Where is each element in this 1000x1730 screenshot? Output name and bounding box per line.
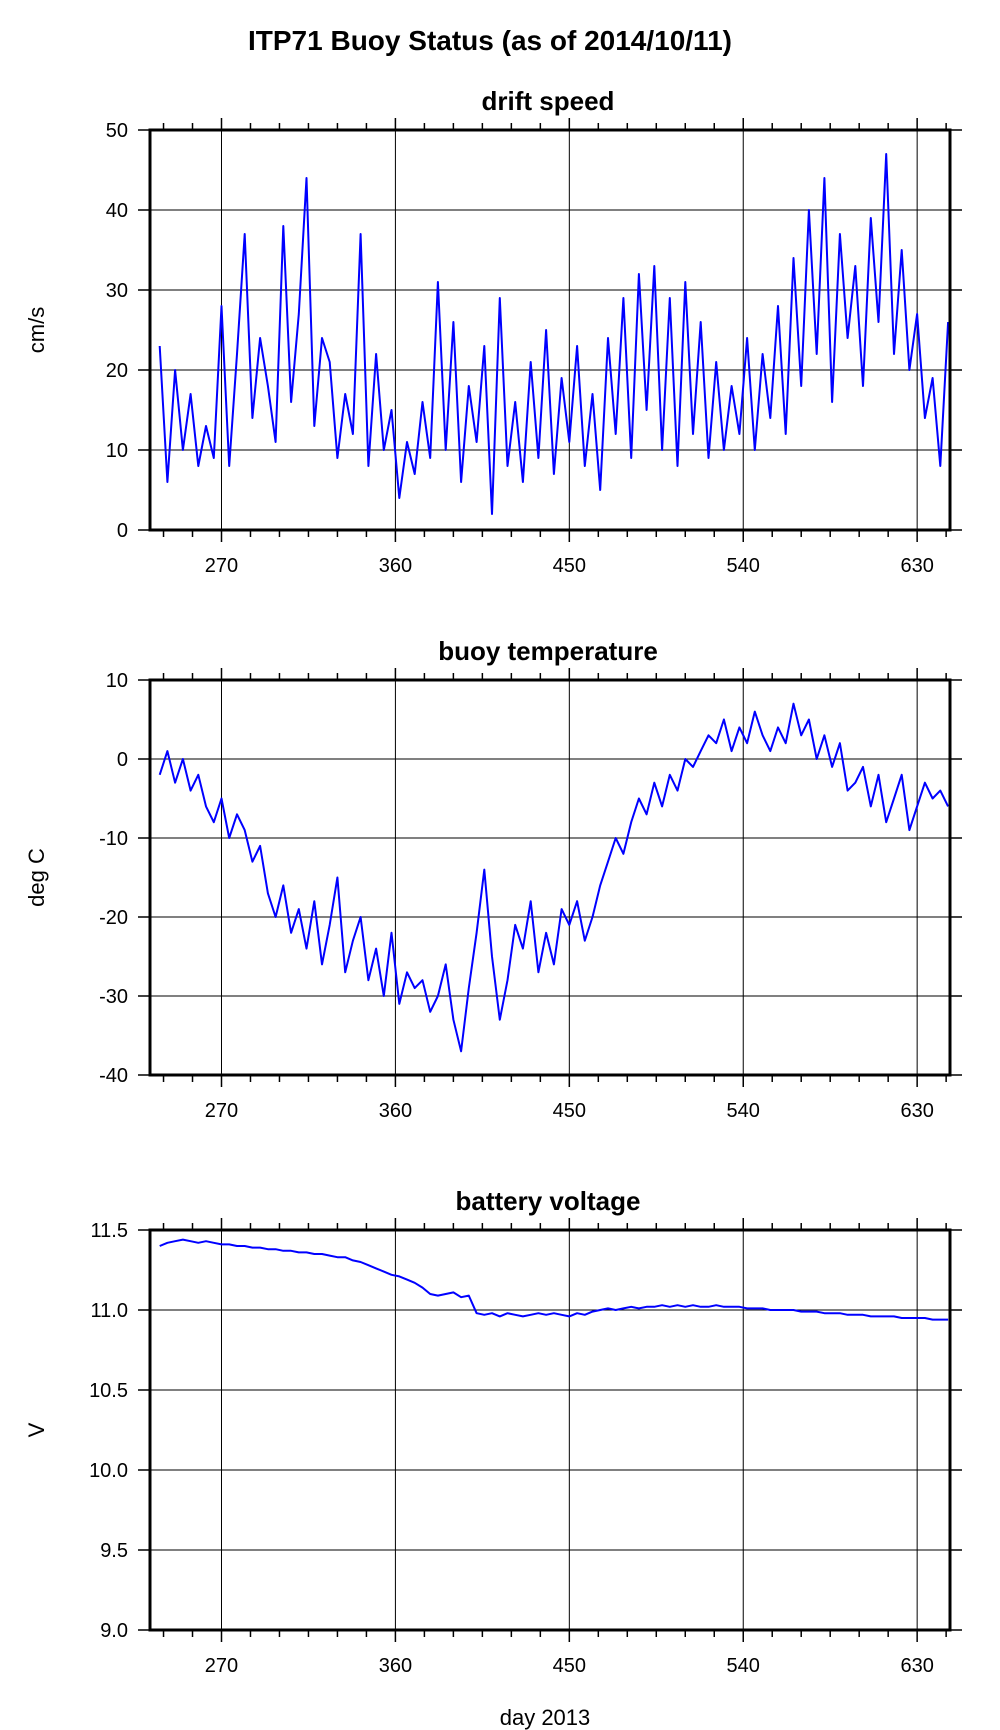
chart-drift-speed: drift speed 0 10 20 30 40 50 270 360 450 540 630 cm/… <box>24 86 962 577</box>
drift-speed-ytick-label: 30 <box>106 280 128 302</box>
battery-voltage-frame <box>148 1228 952 1632</box>
drift-speed-ytick-label: 0 <box>117 520 128 542</box>
battery-voltage-ytick-label: 9.5 <box>100 1540 128 1562</box>
drift-speed-ylabel: cm/s <box>24 307 49 353</box>
drift-speed-ytick-label: 20 <box>106 360 128 382</box>
battery-voltage-ytick-label: 10.5 <box>89 1380 128 1402</box>
buoy-temperature-xtick-label: 360 <box>379 1100 412 1122</box>
buoy-temperature-xtick-label: 540 <box>727 1100 760 1122</box>
buoy-temperature-xtick-label: 450 <box>553 1100 586 1122</box>
battery-voltage-xtick-label: 270 <box>205 1655 238 1677</box>
buoy-temperature-ytick-label: 0 <box>117 749 128 771</box>
battery-voltage-ylabel: V <box>24 1422 49 1437</box>
battery-voltage-xtick-label: 540 <box>727 1655 760 1677</box>
drift-speed-ytick-label: 40 <box>106 200 128 222</box>
battery-voltage-ytick-label: 11.5 <box>91 1220 128 1242</box>
drift-speed-xtick-label: 450 <box>553 555 586 577</box>
battery-voltage-xtick-label: 630 <box>900 1655 933 1677</box>
drift-speed-xtick-label: 540 <box>727 555 760 577</box>
battery-voltage-xtick-label: 360 <box>379 1655 412 1677</box>
buoy-temperature-ytick-label: -30 <box>99 986 128 1008</box>
battery-voltage-ytick-label: 11.0 <box>91 1300 128 1322</box>
buoy-temperature-frame <box>148 678 952 1077</box>
battery-voltage-ytick-label: 9.0 <box>100 1620 128 1642</box>
battery-voltage-xtick-label: 450 <box>553 1655 586 1677</box>
battery-voltage-ytick-label: 10.0 <box>89 1460 128 1482</box>
buoy-temperature-ytick-label: -20 <box>99 907 128 929</box>
battery-voltage-series-line <box>159 1238 949 1321</box>
drift-speed-ytick-label: 10 <box>106 440 128 462</box>
figure-title: ITP71 Buoy Status (as of 2014/10/11) <box>248 25 732 56</box>
drift-speed-ytick-label: 50 <box>106 120 128 142</box>
buoy-temperature-ylabel: deg C <box>24 848 49 907</box>
buoy-temperature-ytick-label: -40 <box>99 1065 128 1087</box>
buoy-temperature-ytick-label: 10 <box>106 670 128 692</box>
buoy-temperature-series-line <box>158 702 949 1053</box>
buoy-temperature-xtick-label: 270 <box>205 1100 238 1122</box>
drift-speed-xtick-label: 630 <box>900 555 933 577</box>
drift-speed-title: drift speed <box>482 86 615 116</box>
drift-speed-series-line <box>158 153 950 515</box>
battery-voltage-xlabel: day 2013 <box>500 1705 591 1730</box>
drift-speed-frame <box>148 128 952 532</box>
buoy-temperature-xtick-label: 630 <box>900 1100 933 1122</box>
drift-speed-xtick-label: 360 <box>379 555 412 577</box>
buoy-temperature-title: buoy temperature <box>438 636 658 666</box>
chart-battery-voltage: battery voltage 9.0 9.5 10.0 10.5 11.0 11.5 270… <box>24 1186 962 1730</box>
battery-voltage-title: battery voltage <box>456 1186 641 1216</box>
buoy-temperature-ytick-label: -10 <box>99 828 128 850</box>
chart-buoy-temperature: buoy temperature -40 -30 -20 -10 0 10 270 360 450… <box>24 636 962 1122</box>
drift-speed-xtick-label: 270 <box>205 555 238 577</box>
